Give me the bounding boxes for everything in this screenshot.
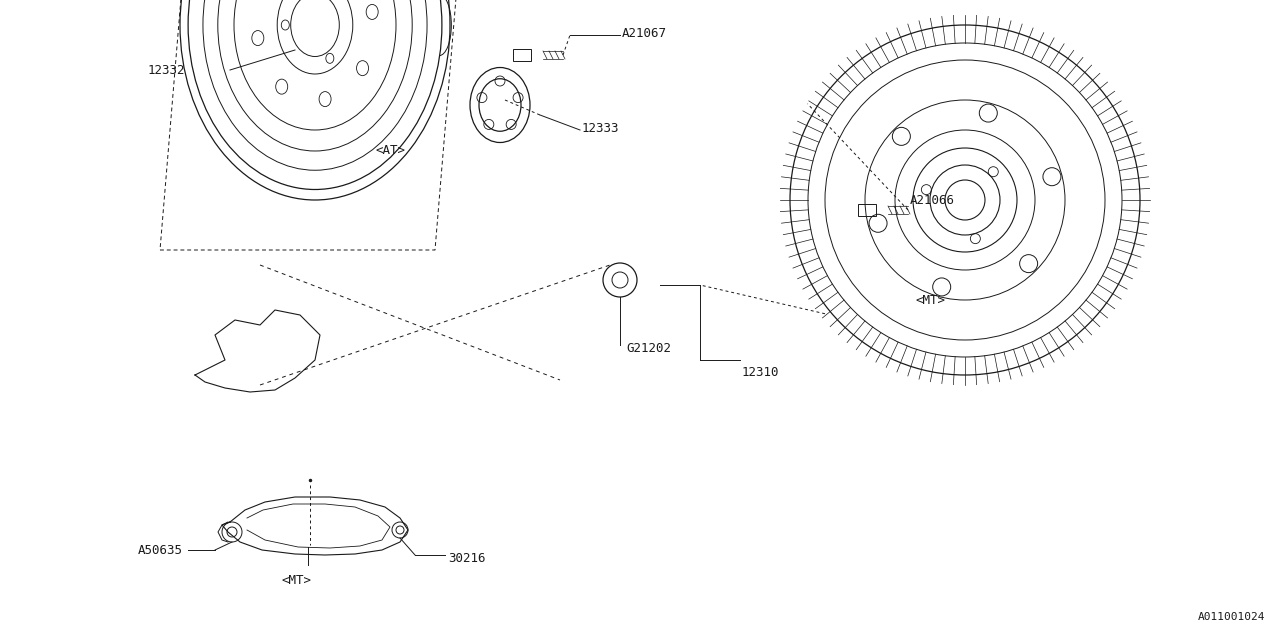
Text: 12332: 12332 <box>148 63 186 77</box>
Text: <MT>: <MT> <box>282 573 312 586</box>
Bar <box>513 49 531 61</box>
Text: A21067: A21067 <box>622 26 667 40</box>
Text: 12310: 12310 <box>742 365 780 378</box>
Bar <box>858 204 876 216</box>
Text: G21202: G21202 <box>626 342 671 355</box>
Text: A50635: A50635 <box>138 543 183 557</box>
Text: <MT>: <MT> <box>915 294 945 307</box>
Text: A21066: A21066 <box>910 193 955 207</box>
Text: 30216: 30216 <box>448 552 485 564</box>
Text: <AT>: <AT> <box>375 143 404 157</box>
Text: 12333: 12333 <box>582 122 620 134</box>
Text: A011001024: A011001024 <box>1198 612 1265 622</box>
